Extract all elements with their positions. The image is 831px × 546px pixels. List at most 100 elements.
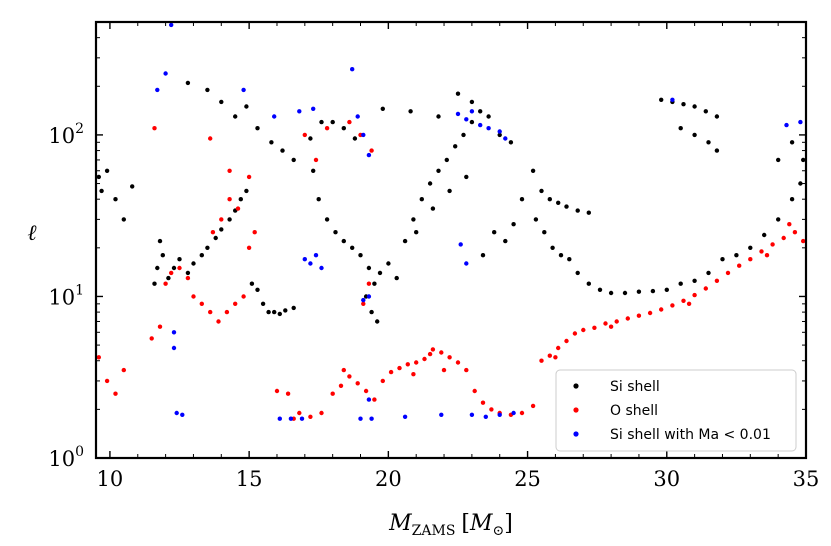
data-point bbox=[553, 355, 558, 360]
data-point bbox=[169, 22, 174, 28]
data-point bbox=[269, 140, 274, 145]
data-point bbox=[659, 307, 664, 312]
data-point bbox=[171, 330, 177, 335]
data-point bbox=[422, 356, 427, 362]
data-point bbox=[358, 253, 363, 258]
data-point bbox=[725, 270, 731, 276]
y-tick-label: 101 bbox=[48, 282, 84, 309]
data-point bbox=[199, 301, 204, 306]
data-point bbox=[686, 301, 692, 306]
data-point bbox=[414, 360, 419, 365]
data-point bbox=[291, 305, 296, 311]
data-point bbox=[784, 122, 789, 128]
data-point bbox=[405, 362, 410, 367]
data-point bbox=[759, 249, 764, 254]
data-point bbox=[411, 217, 416, 222]
data-point bbox=[366, 265, 372, 271]
data-point bbox=[530, 403, 536, 409]
data-point bbox=[497, 129, 502, 134]
data-point bbox=[776, 217, 781, 222]
data-point bbox=[191, 294, 196, 299]
data-point bbox=[255, 287, 260, 292]
data-point bbox=[291, 157, 296, 163]
data-point bbox=[608, 324, 614, 329]
data-point bbox=[703, 286, 708, 291]
data-point bbox=[361, 297, 366, 303]
data-point bbox=[361, 132, 366, 138]
data-point bbox=[285, 391, 291, 396]
data-point bbox=[372, 281, 377, 286]
data-point bbox=[436, 114, 441, 119]
series-si-shell-with-ma-0-01 bbox=[155, 22, 803, 421]
data-point bbox=[497, 412, 502, 417]
data-point bbox=[121, 217, 127, 222]
data-point bbox=[244, 188, 249, 194]
data-point bbox=[458, 242, 463, 247]
data-point bbox=[461, 132, 466, 138]
data-point bbox=[586, 281, 591, 286]
data-point bbox=[308, 414, 313, 419]
plot-points bbox=[96, 22, 806, 421]
data-point bbox=[185, 270, 191, 276]
data-point bbox=[567, 257, 572, 262]
data-point bbox=[319, 119, 324, 125]
data-point bbox=[789, 197, 795, 202]
data-point bbox=[447, 188, 452, 194]
data-point bbox=[530, 168, 536, 173]
data-point bbox=[787, 222, 792, 227]
data-point bbox=[185, 275, 191, 281]
data-point bbox=[152, 281, 157, 286]
axis-ticks bbox=[96, 21, 807, 459]
series-si-shell bbox=[96, 80, 806, 324]
data-point bbox=[542, 230, 547, 235]
data-point bbox=[246, 174, 252, 180]
data-point bbox=[380, 378, 385, 384]
data-point bbox=[636, 313, 642, 318]
data-point bbox=[436, 168, 441, 173]
data-point bbox=[575, 270, 580, 276]
data-point bbox=[519, 410, 525, 416]
data-point bbox=[533, 217, 539, 222]
data-point bbox=[430, 347, 436, 352]
data-point bbox=[692, 104, 697, 109]
data-point bbox=[297, 109, 302, 114]
data-point bbox=[489, 407, 494, 412]
data-point bbox=[366, 294, 372, 299]
x-tick-label: 15 bbox=[236, 467, 263, 491]
data-point bbox=[469, 412, 475, 417]
data-point bbox=[219, 227, 224, 232]
data-point bbox=[586, 210, 591, 215]
data-point bbox=[678, 126, 683, 131]
legend-label-si-shell-low-ma: Si shell with Ma < 0.01 bbox=[610, 427, 771, 443]
data-point bbox=[177, 257, 182, 262]
data-point bbox=[480, 400, 486, 405]
data-point bbox=[363, 388, 369, 394]
data-point bbox=[171, 265, 177, 271]
y-tick-label: 100 bbox=[48, 444, 84, 471]
data-point bbox=[508, 140, 514, 145]
data-point bbox=[350, 67, 355, 72]
legend-box bbox=[555, 369, 797, 452]
data-point bbox=[99, 188, 104, 194]
data-point bbox=[152, 126, 157, 131]
data-point bbox=[455, 91, 461, 96]
data-point bbox=[277, 311, 282, 317]
x-tick-label: 30 bbox=[653, 467, 680, 491]
data-point bbox=[539, 358, 544, 363]
data-point bbox=[447, 355, 452, 360]
data-point bbox=[748, 245, 753, 250]
legend-marker-o-shell bbox=[573, 407, 579, 413]
data-point bbox=[776, 157, 781, 163]
data-point bbox=[411, 372, 416, 377]
x-tick-label: 35 bbox=[793, 467, 820, 491]
data-point bbox=[798, 119, 803, 125]
data-point bbox=[96, 174, 102, 180]
data-point bbox=[558, 253, 564, 258]
data-point bbox=[208, 309, 213, 315]
data-point bbox=[358, 416, 363, 421]
data-point bbox=[464, 117, 469, 122]
legend-label-si-shell: Si shell bbox=[610, 379, 660, 395]
data-point bbox=[210, 230, 216, 235]
data-point bbox=[157, 238, 163, 244]
data-point bbox=[235, 206, 241, 211]
